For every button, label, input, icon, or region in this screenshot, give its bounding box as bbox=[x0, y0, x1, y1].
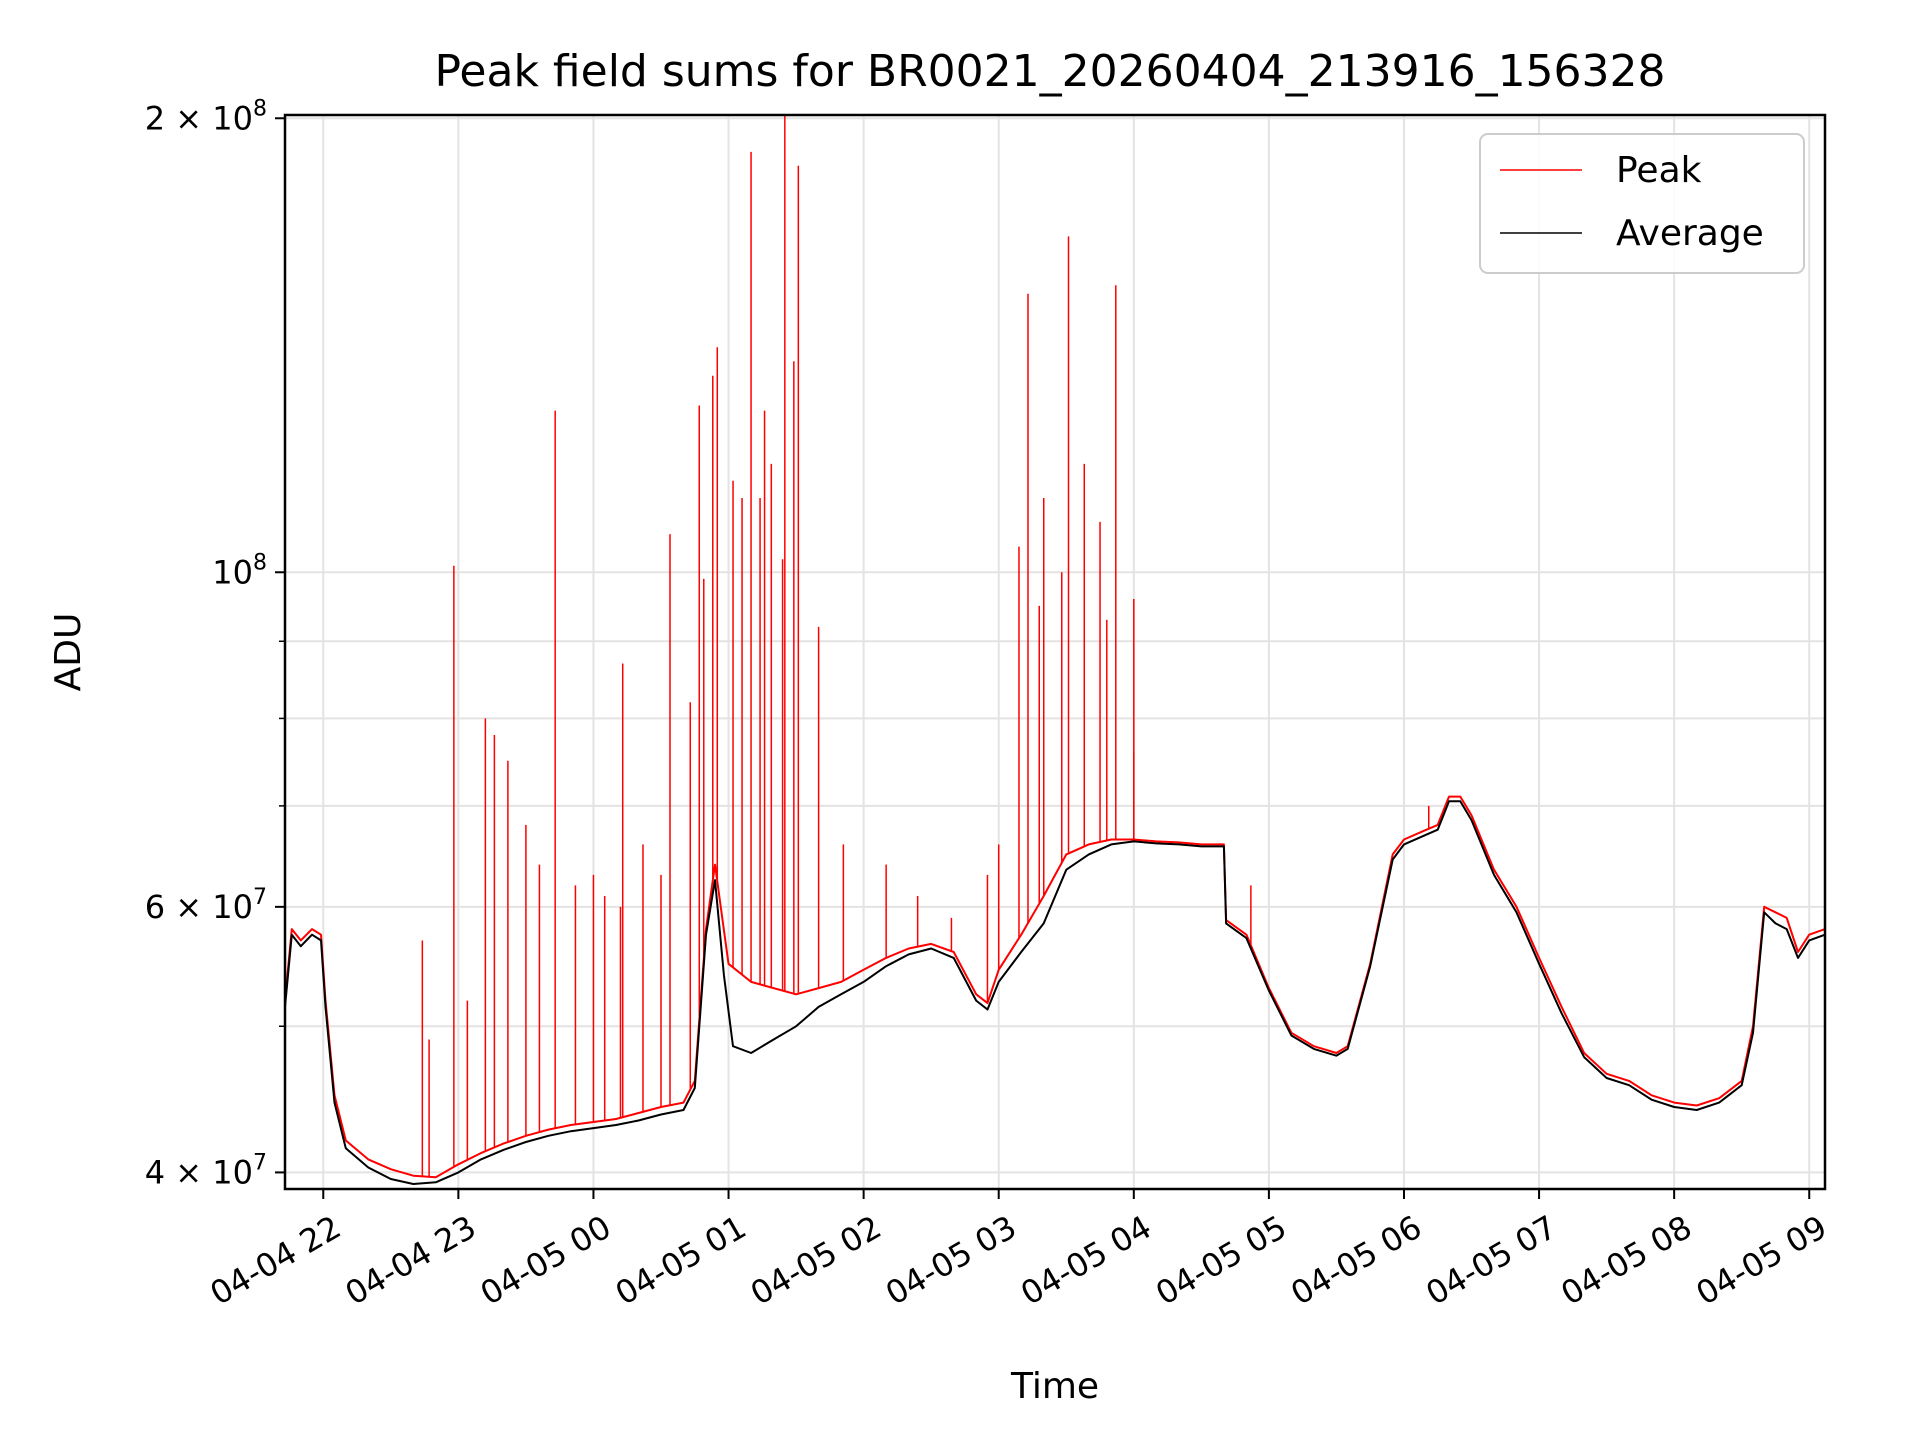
legend-box bbox=[1479, 133, 1805, 274]
y-tick-label-exponent: 8 bbox=[253, 96, 267, 121]
y-tick-label-base: 4 × 10 bbox=[145, 1153, 253, 1191]
y-tick-label: 108 bbox=[212, 550, 267, 591]
y-tick-label-base: 6 × 10 bbox=[145, 888, 253, 926]
series-line-average bbox=[285, 800, 1825, 1185]
y-tick-label-exponent: 8 bbox=[253, 550, 267, 575]
y-tick-label-exponent: 7 bbox=[253, 885, 267, 910]
y-tick-label: 2 × 108 bbox=[145, 96, 267, 137]
plot-frame bbox=[283, 113, 1827, 1191]
y-tick-label: 6 × 107 bbox=[145, 885, 267, 926]
series-layer bbox=[285, 115, 1825, 1185]
y-axis-label: ADU bbox=[48, 613, 89, 692]
y-tick-label-base: 10 bbox=[212, 553, 253, 591]
x-axis-label: Time bbox=[1010, 1366, 1099, 1407]
chart-title: Peak field sums for BR0021_20260404_2139… bbox=[434, 46, 1665, 97]
y-tick-label-exponent: 7 bbox=[253, 1150, 267, 1175]
y-tick-label: 4 × 107 bbox=[145, 1150, 267, 1191]
y-tick-label-base: 2 × 10 bbox=[145, 99, 253, 137]
legend-label-average: Average bbox=[1616, 213, 1764, 254]
legend: Peak Average bbox=[1479, 133, 1805, 274]
legend-label-peak: Peak bbox=[1616, 150, 1702, 191]
series-line-peak bbox=[285, 795, 1825, 1179]
grid bbox=[285, 115, 1825, 1189]
